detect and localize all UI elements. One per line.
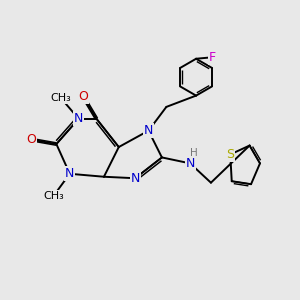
Text: N: N [74,112,83,125]
Text: CH₃: CH₃ [50,93,71,103]
Text: O: O [26,133,36,146]
Text: F: F [209,51,216,64]
Text: N: N [185,157,195,170]
Text: S: S [226,148,234,161]
Text: H: H [190,148,198,158]
Text: O: O [78,90,88,103]
Text: N: N [144,124,153,137]
Text: N: N [130,172,140,185]
Text: CH₃: CH₃ [43,191,64,201]
Text: N: N [65,167,74,180]
